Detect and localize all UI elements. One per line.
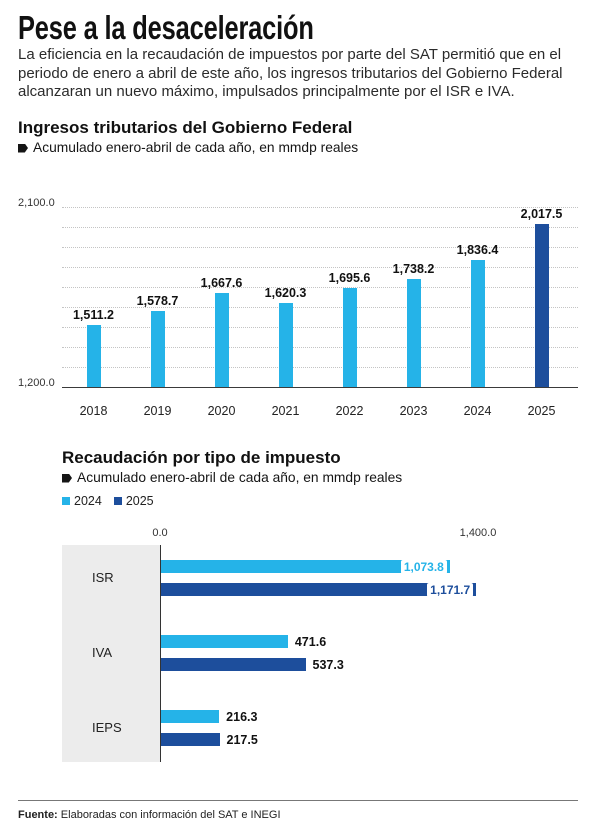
gridline — [62, 267, 578, 268]
lead-line: periodo de enero a abril de este año, lo… — [18, 64, 563, 82]
tag-icon — [62, 473, 72, 483]
bar-2021 — [278, 302, 293, 387]
bar-isr-2024 — [161, 559, 450, 574]
legend-item-2024: 2024 — [62, 494, 102, 508]
tag-icon — [18, 143, 28, 153]
bar-iva-2025 — [161, 657, 306, 672]
gridline — [62, 327, 578, 328]
bar-2018 — [86, 324, 101, 387]
value-label-isr-2025: 1,171.7 — [427, 582, 474, 597]
x-axis-baseline — [62, 387, 578, 388]
bar-isr-2025 — [161, 582, 477, 597]
legend-swatch-2025 — [113, 497, 122, 505]
value-label-2020: 1,667.6 — [200, 276, 243, 291]
gridline — [62, 247, 578, 248]
chart-revenue-by-tax-type: 0.0 1,400.0 ISR 1,073.8 1,171.7 IVA 471.6 537… — [0, 520, 600, 770]
gridline — [62, 347, 578, 348]
value-label-isr-2024: 1,073.8 — [400, 559, 447, 574]
value-label-iva-2025: 537.3 — [312, 657, 344, 672]
footer-divider — [18, 800, 578, 801]
bar-2020 — [214, 293, 229, 387]
chart-title-revenue-by-tax: Recaudación por tipo de impuesto — [62, 448, 341, 467]
x-tick-label-2024: 2024 — [463, 404, 492, 418]
lead-line: alcanzaran un nuevo máximo, impulsados p… — [18, 83, 515, 100]
x-tick-label-2025: 2025 — [527, 404, 556, 418]
value-label-2024: 1,836.4 — [456, 242, 499, 257]
legend-label-2024: 2024 — [74, 494, 102, 508]
bar-2022 — [342, 287, 357, 387]
category-label-isr: ISR — [92, 570, 114, 585]
chart-subtitle-text: Acumulado enero-abril de cada año, en mm… — [33, 140, 359, 155]
lead-line: La eficiencia en la recaudación de impue… — [18, 46, 562, 63]
bar-2019 — [150, 311, 165, 387]
gridline — [62, 307, 578, 308]
gridline — [62, 367, 578, 368]
value-label-2018: 1,511.2 — [72, 307, 114, 322]
gridline — [62, 207, 578, 208]
bar-ieps-2024 — [161, 709, 220, 724]
legend-swatch-2024 — [62, 497, 70, 505]
x-tick-label-2019: 2019 — [143, 404, 172, 418]
bar-iva-2024 — [161, 634, 288, 649]
bar-2024 — [470, 259, 485, 387]
x-tick-label-max: 1,400.0 — [459, 527, 497, 539]
chart-subtitle-tax-revenue: Acumulado enero-abril de cada año, en mm… — [18, 140, 358, 156]
source-text: Elaboradas con información del SAT e INE… — [60, 809, 281, 821]
legend-label-2025: 2025 — [125, 494, 154, 508]
x-tick-label-min: 0.0 — [152, 527, 168, 539]
chart-tax-revenue-by-year: 2,100.0 1,200.0 1,511.2 2018 1,578.7 2019 1,66… — [0, 190, 600, 425]
value-label-2019: 1,578.7 — [136, 294, 179, 309]
value-label-ieps-2024: 216.3 — [226, 709, 258, 724]
y-tick-label: 1,200.0 — [18, 377, 55, 389]
chart-subtitle-revenue-by-tax: Acumulado enero-abril de cada año, en mm… — [62, 470, 402, 486]
page-title: Pese a la desaceleración — [18, 9, 314, 46]
source-note: Fuente: Elaboradas con información del S… — [18, 808, 281, 822]
value-label-iva-2024: 471.6 — [294, 634, 327, 649]
x-tick-label-2018: 2018 — [79, 404, 108, 418]
value-label-ieps-2025: 217.5 — [226, 732, 258, 747]
x-tick-label-2022: 2022 — [335, 404, 364, 418]
bar-2025 — [534, 223, 549, 387]
legend: 2024 2025 — [62, 494, 166, 508]
bar-2023 — [406, 279, 421, 387]
x-tick-label-2021: 2021 — [271, 404, 300, 418]
y-axis-line — [160, 545, 161, 762]
value-label-2021: 1,620.3 — [264, 285, 307, 300]
y-tick-label: 2,100.0 — [18, 197, 55, 209]
chart-subtitle-text: Acumulado enero-abril de cada año, en mm… — [77, 470, 403, 485]
category-label-ieps: IEPS — [92, 720, 122, 735]
legend-item-2025: 2025 — [113, 494, 154, 508]
value-label-2022: 1,695.6 — [328, 270, 371, 285]
lead-paragraph: La eficiencia en la recaudación de impue… — [18, 46, 563, 102]
value-label-2023: 1,738.2 — [392, 262, 435, 277]
gridline — [62, 227, 578, 228]
x-tick-label-2020: 2020 — [207, 404, 236, 418]
category-panel — [62, 545, 160, 762]
x-tick-label-2023: 2023 — [399, 404, 428, 418]
category-label-iva: IVA — [92, 645, 112, 660]
gridline — [62, 287, 578, 288]
source-label: Fuente: — [18, 809, 58, 821]
chart-title-tax-revenue: Ingresos tributarios del Gobierno Federa… — [18, 118, 353, 137]
value-label-2025: 2,017.5 — [520, 206, 563, 221]
bar-ieps-2025 — [161, 732, 220, 747]
